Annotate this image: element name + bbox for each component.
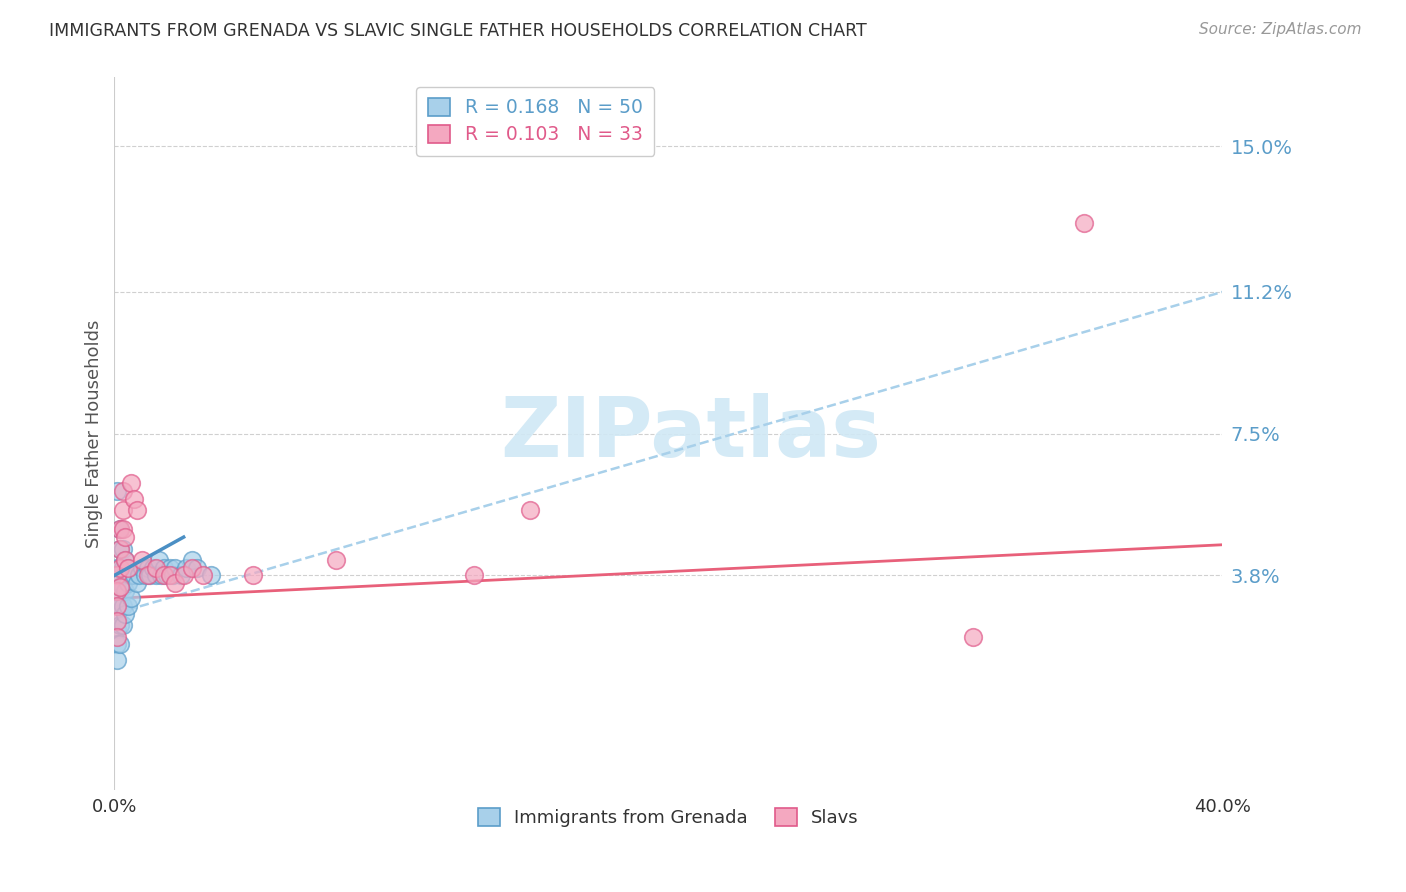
Point [114,607,136,621]
Point [105,630,128,644]
Point [108,523,131,537]
Point [159,560,181,574]
Point [114,583,136,598]
Point [463,568,485,582]
Point [105,576,128,591]
Point [176,560,198,574]
Point [105,607,128,621]
Y-axis label: Single Father Households: Single Father Households [86,319,103,548]
Point [111,523,134,537]
Point [114,553,136,567]
Point [145,560,167,574]
Point [111,618,134,632]
Point [122,568,145,582]
Point [105,622,128,636]
Point [111,580,134,594]
Text: Source: ZipAtlas.com: Source: ZipAtlas.com [1198,22,1361,37]
Point [200,568,222,582]
Point [105,484,128,499]
Point [108,637,131,651]
Point [186,560,208,574]
Point [148,553,170,567]
Point [117,560,139,574]
Point [111,599,134,613]
Point [105,599,128,613]
Point [105,560,128,574]
Point [962,630,984,644]
Point [242,568,264,582]
Point [122,491,145,506]
Point [108,541,131,556]
Point [105,568,128,582]
Point [117,560,139,574]
Point [153,568,176,582]
Text: ZIPatlas: ZIPatlas [501,393,882,475]
Point [120,568,142,582]
Point [191,568,214,582]
Point [125,503,148,517]
Point [162,568,184,582]
Point [111,560,134,574]
Point [108,599,131,613]
Point [117,599,139,613]
Point [142,560,165,574]
Point [1073,216,1095,230]
Point [105,615,128,629]
Text: IMMIGRANTS FROM GRENADA VS SLAVIC SINGLE FATHER HOUSEHOLDS CORRELATION CHART: IMMIGRANTS FROM GRENADA VS SLAVIC SINGLE… [49,22,868,40]
Point [165,560,187,574]
Point [153,560,176,574]
Point [120,591,142,606]
Point [105,653,128,667]
Point [105,637,128,651]
Point [108,560,131,574]
Point [108,580,131,594]
Point [181,553,204,567]
Point [114,530,136,544]
Point [108,560,131,574]
Point [170,568,193,582]
Point [131,560,153,574]
Point [136,568,159,582]
Point [150,568,173,582]
Point [105,591,128,606]
Point [156,568,179,582]
Point [145,568,167,582]
Point [128,568,150,582]
Point [111,503,134,517]
Point [108,618,131,632]
Point [108,580,131,594]
Point [125,576,148,591]
Point [117,576,139,591]
Point [114,553,136,567]
Point [108,523,131,537]
Point [134,568,156,582]
Point [108,541,131,556]
Point [111,541,134,556]
Point [131,553,153,567]
Point [519,503,541,517]
Point [105,583,128,598]
Point [181,560,204,574]
Point [159,568,181,582]
Legend: Immigrants from Grenada, Slavs: Immigrants from Grenada, Slavs [471,801,866,834]
Point [325,553,347,567]
Point [114,568,136,582]
Point [165,576,187,591]
Point [139,568,162,582]
Point [120,476,142,491]
Point [136,560,159,574]
Point [173,568,195,582]
Point [111,484,134,499]
